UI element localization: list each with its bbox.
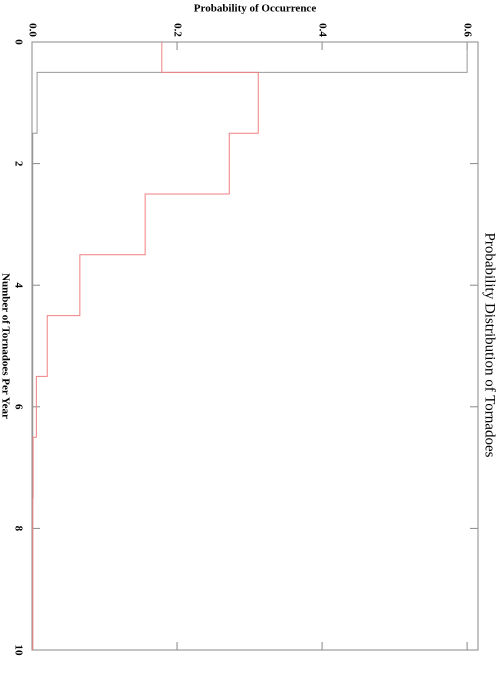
y-axis-label: Probability of Occurrence (194, 3, 317, 15)
x-axis-label: Number of Tornadoes Per Year (0, 273, 11, 419)
x-tick-label: 6 (12, 404, 24, 410)
chart-title: Probability Distribution of Tornadoes (482, 233, 498, 458)
y-tick-label: 0.0 (26, 23, 38, 37)
x-tick-label: 10 (12, 645, 24, 657)
y-tick-label: 0.6 (462, 23, 474, 37)
x-tick-label: 2 (12, 161, 24, 167)
x-tick-label: 8 (12, 526, 24, 532)
plot-frame (31, 41, 479, 651)
y-tick-label: 0.4 (317, 23, 329, 37)
x-tick-label: 0 (12, 39, 24, 45)
x-tick-label: 4 (12, 282, 24, 288)
step-line (32, 42, 259, 650)
y-tick-label: 0.2 (172, 23, 184, 37)
